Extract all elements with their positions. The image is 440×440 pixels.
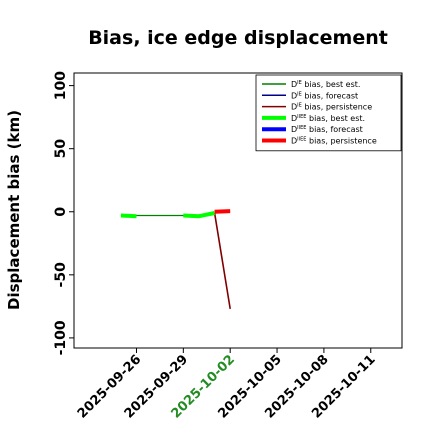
y-tick-label: 0: [53, 207, 69, 217]
y-tick-label: 100: [53, 71, 69, 100]
chart-title: Bias, ice edge displacement: [88, 27, 388, 49]
y-tick-label: -50: [53, 262, 69, 288]
legend-box: [255, 74, 402, 152]
series-line-4: [183, 211, 216, 219]
series-line-3: [213, 212, 231, 310]
series-line-4: [120, 213, 137, 219]
legend-label: DIE bias, best est.: [291, 80, 360, 89]
legend-label: DIE bias, forecast: [291, 91, 358, 100]
legend-label: DIIEE bias, forecast: [291, 125, 363, 134]
y-axis: -100 -50 0 50 100: [53, 71, 74, 355]
series-line-6: [214, 209, 231, 214]
x-axis: 2025-09-262025-09-292025-10-022025-10-05…: [75, 348, 379, 422]
series-layer: [120, 209, 231, 310]
y-axis-label: Displacement bias (km): [5, 110, 23, 310]
legend-label: DIIEE bias, persistence: [291, 137, 377, 146]
y-tick-label: -100: [53, 320, 69, 355]
legend: DIE bias, best est. DIE bias, forecast DIE…: [255, 74, 402, 152]
plot-area: [73, 72, 403, 349]
y-tick-label: 50: [53, 139, 69, 159]
legend-label: DIIEE bias, best est.: [291, 114, 365, 123]
legend-label: DIE bias, persistence: [291, 103, 372, 112]
